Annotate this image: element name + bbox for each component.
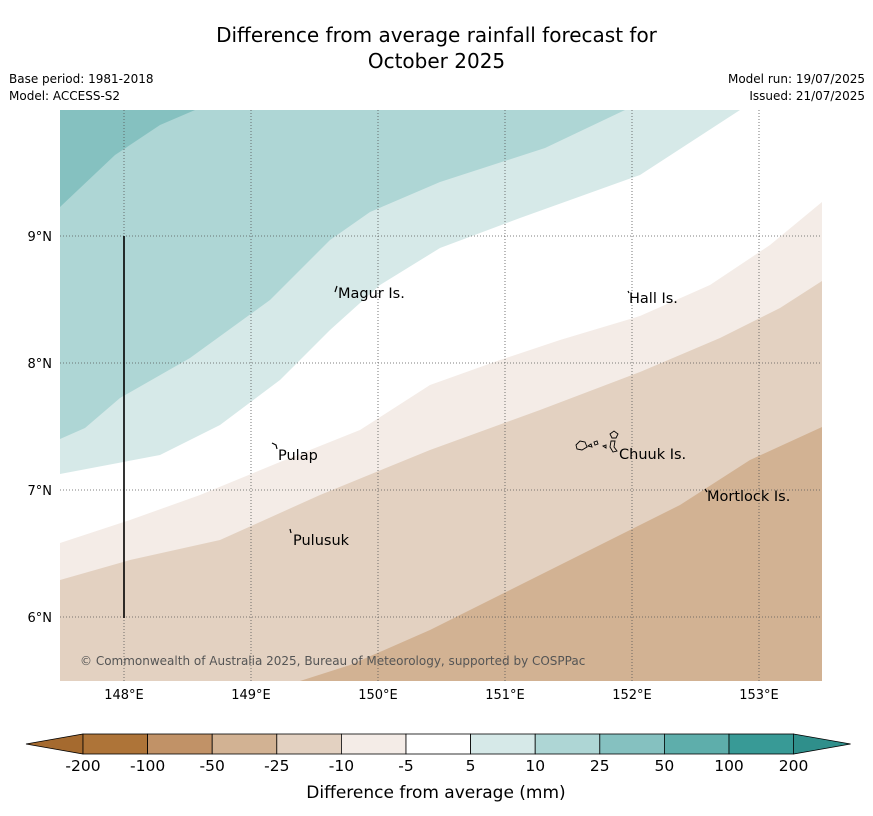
meta-right: Model run: 19/07/2025 Issued: 21/07/2025	[728, 71, 865, 105]
meta-left: Base period: 1981-2018 Model: ACCESS-S2	[9, 71, 154, 105]
lon-149e: 149°E	[231, 688, 271, 703]
colorbar-tick-label: 25	[590, 757, 610, 775]
model-name: Model: ACCESS-S2	[9, 89, 121, 103]
colorbar-segment	[534, 733, 601, 755]
chuuk-lagoon-outline	[575, 430, 619, 453]
pulap-marker	[271, 442, 278, 450]
issued-date: Issued: 21/07/2025	[749, 89, 865, 103]
colorbar-over-arrow	[793, 733, 851, 755]
lat-6n: 6°N	[28, 611, 53, 626]
colorbar-tick-label: -10	[329, 757, 354, 775]
band-plus-10-to-25	[60, 110, 625, 439]
lon-152e: 152°E	[612, 688, 652, 703]
colorbar-tick-label: -200	[65, 757, 100, 775]
colorbar-segment	[276, 733, 342, 755]
label-mortlock: Mortlock Is.	[707, 489, 790, 505]
lon-153e: 153°E	[739, 688, 779, 703]
lon-148e: 148°E	[104, 688, 144, 703]
band-plus-25-to-50	[60, 110, 195, 207]
base-period: Base period: 1981-2018	[9, 72, 154, 86]
lat-7n: 7°N	[28, 484, 53, 499]
island-markers	[271, 285, 708, 534]
pulusuk-marker	[289, 528, 292, 534]
chart-title: Difference from average rainfall forecas…	[0, 22, 873, 74]
colorbar-segment	[599, 733, 665, 755]
colorbar-segment	[82, 733, 148, 755]
latitude-labels: 9°N 8°N 7°N 6°N	[28, 230, 53, 626]
label-chuuk: Chuuk Is.	[619, 447, 686, 463]
colorbar-tick-label: 100	[714, 757, 744, 775]
colorbar-tick-label: -100	[130, 757, 165, 775]
colorbar-segment	[147, 733, 213, 755]
colorbar-tick-label: 200	[779, 757, 809, 775]
colorbar-segment	[728, 733, 794, 755]
colorbar-tick-label: -5	[398, 757, 413, 775]
lon-150e: 150°E	[358, 688, 398, 703]
lat-8n: 8°N	[28, 357, 53, 372]
title-line-1: Difference from average rainfall forecas…	[216, 23, 657, 47]
colorbar-tick-label: -25	[264, 757, 289, 775]
colorbar-segment	[340, 733, 407, 755]
magur-marker	[334, 285, 338, 293]
lon-151e: 151°E	[485, 688, 525, 703]
colorbar-under-arrow	[25, 733, 84, 755]
label-magur: Magur Is.	[338, 286, 405, 302]
colorbar-segment	[664, 733, 730, 755]
model-run: Model run: 19/07/2025	[727, 72, 865, 86]
colorbar-tick-label: -50	[200, 757, 225, 775]
colorbar-segment	[211, 733, 278, 755]
label-pulap: Pulap	[278, 448, 318, 464]
colorbar: -200 -100 -50 -25 -10 -5 5 10 25 50 100 200	[25, 733, 851, 775]
lat-9n: 9°N	[28, 230, 53, 245]
colorbar-tick-label: 5	[466, 757, 476, 775]
colorbar-tick-label: 10	[525, 757, 545, 775]
colorbar-tick-label: 50	[655, 757, 675, 775]
colorbar-title: Difference from average (mm)	[306, 783, 565, 803]
map-panel: © Commonwealth of Australia 2025, Bureau…	[60, 110, 822, 681]
colorbar-segment	[405, 733, 471, 755]
copyright-text: © Commonwealth of Australia 2025, Bureau…	[80, 654, 585, 668]
title-line-2: October 2025	[367, 49, 506, 73]
place-labels: Magur Is. Hall Is. Pulap Chuuk Is. Mortl…	[278, 286, 790, 549]
hall-marker	[627, 290, 630, 294]
band-minus-25-to-50	[300, 427, 822, 681]
mortlock-marker	[704, 488, 708, 493]
label-hall: Hall Is.	[629, 291, 678, 307]
label-pulusuk: Pulusuk	[293, 533, 350, 549]
colorbar-segment	[470, 733, 536, 755]
longitude-labels: 148°E 149°E 150°E 151°E 152°E 153°E	[104, 688, 779, 703]
